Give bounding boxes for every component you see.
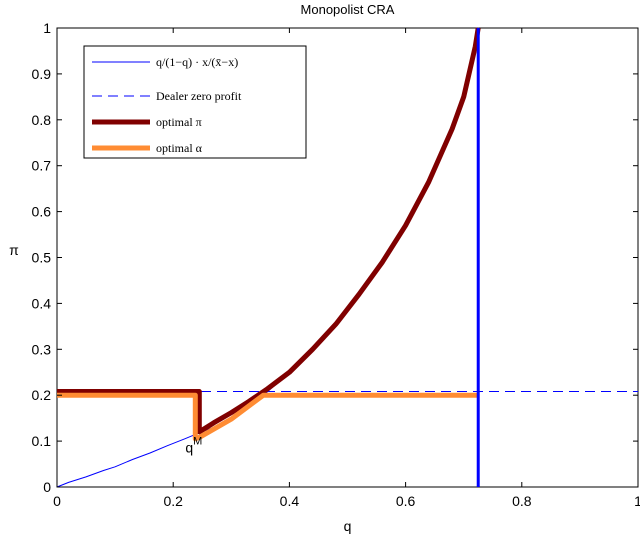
series-line-2	[57, 27, 481, 435]
x-tick-label: 0.6	[396, 493, 416, 509]
y-axis-label: π	[9, 242, 19, 258]
x-tick-label: 0	[53, 493, 61, 509]
y-tick-label: 0.7	[32, 158, 52, 174]
series-layer	[56, 27, 638, 488]
series-line-3	[57, 392, 479, 442]
y-tick-label: 0.2	[32, 387, 52, 403]
x-tick-label: 0.2	[163, 493, 183, 509]
legend-box	[83, 45, 307, 159]
y-tick-label: 0.4	[32, 295, 52, 311]
chart-title: Monopolist CRA	[301, 2, 395, 17]
legend-label: optimal α	[156, 141, 203, 155]
y-tick-label: 0.8	[32, 112, 52, 128]
y-tick-label: 0.5	[32, 250, 52, 266]
annotation-label: qM	[185, 435, 202, 455]
x-axis-label: q	[344, 518, 352, 534]
y-tick-label: 0.6	[32, 204, 52, 220]
legend-label: optimal π	[156, 115, 202, 129]
y-tick-label: 1	[43, 20, 51, 36]
x-tick-label: 0.8	[512, 493, 532, 509]
x-tick-label: 1	[634, 493, 640, 509]
x-tick-label: 0.4	[280, 493, 300, 509]
y-tick-label: 0.9	[32, 66, 52, 82]
axis-ticks: 0 0.2 0.4 0.6 0.8 1 0 0.1 0.2 0.3 0.4 0.5 0.6 0.7 0.8 0…	[32, 20, 640, 509]
annotations: qM	[185, 435, 202, 455]
y-tick-label: 0.3	[32, 341, 52, 357]
legend-label: q/(1−q) · x/(x̄−x)	[156, 55, 238, 69]
y-tick-label: 0	[43, 479, 51, 495]
legend: q/(1−q) · x/(x̄−x) Dealer zero profit opti…	[83, 45, 307, 159]
legend-label: Dealer zero profit	[156, 89, 242, 103]
y-tick-label: 0.1	[32, 433, 52, 449]
